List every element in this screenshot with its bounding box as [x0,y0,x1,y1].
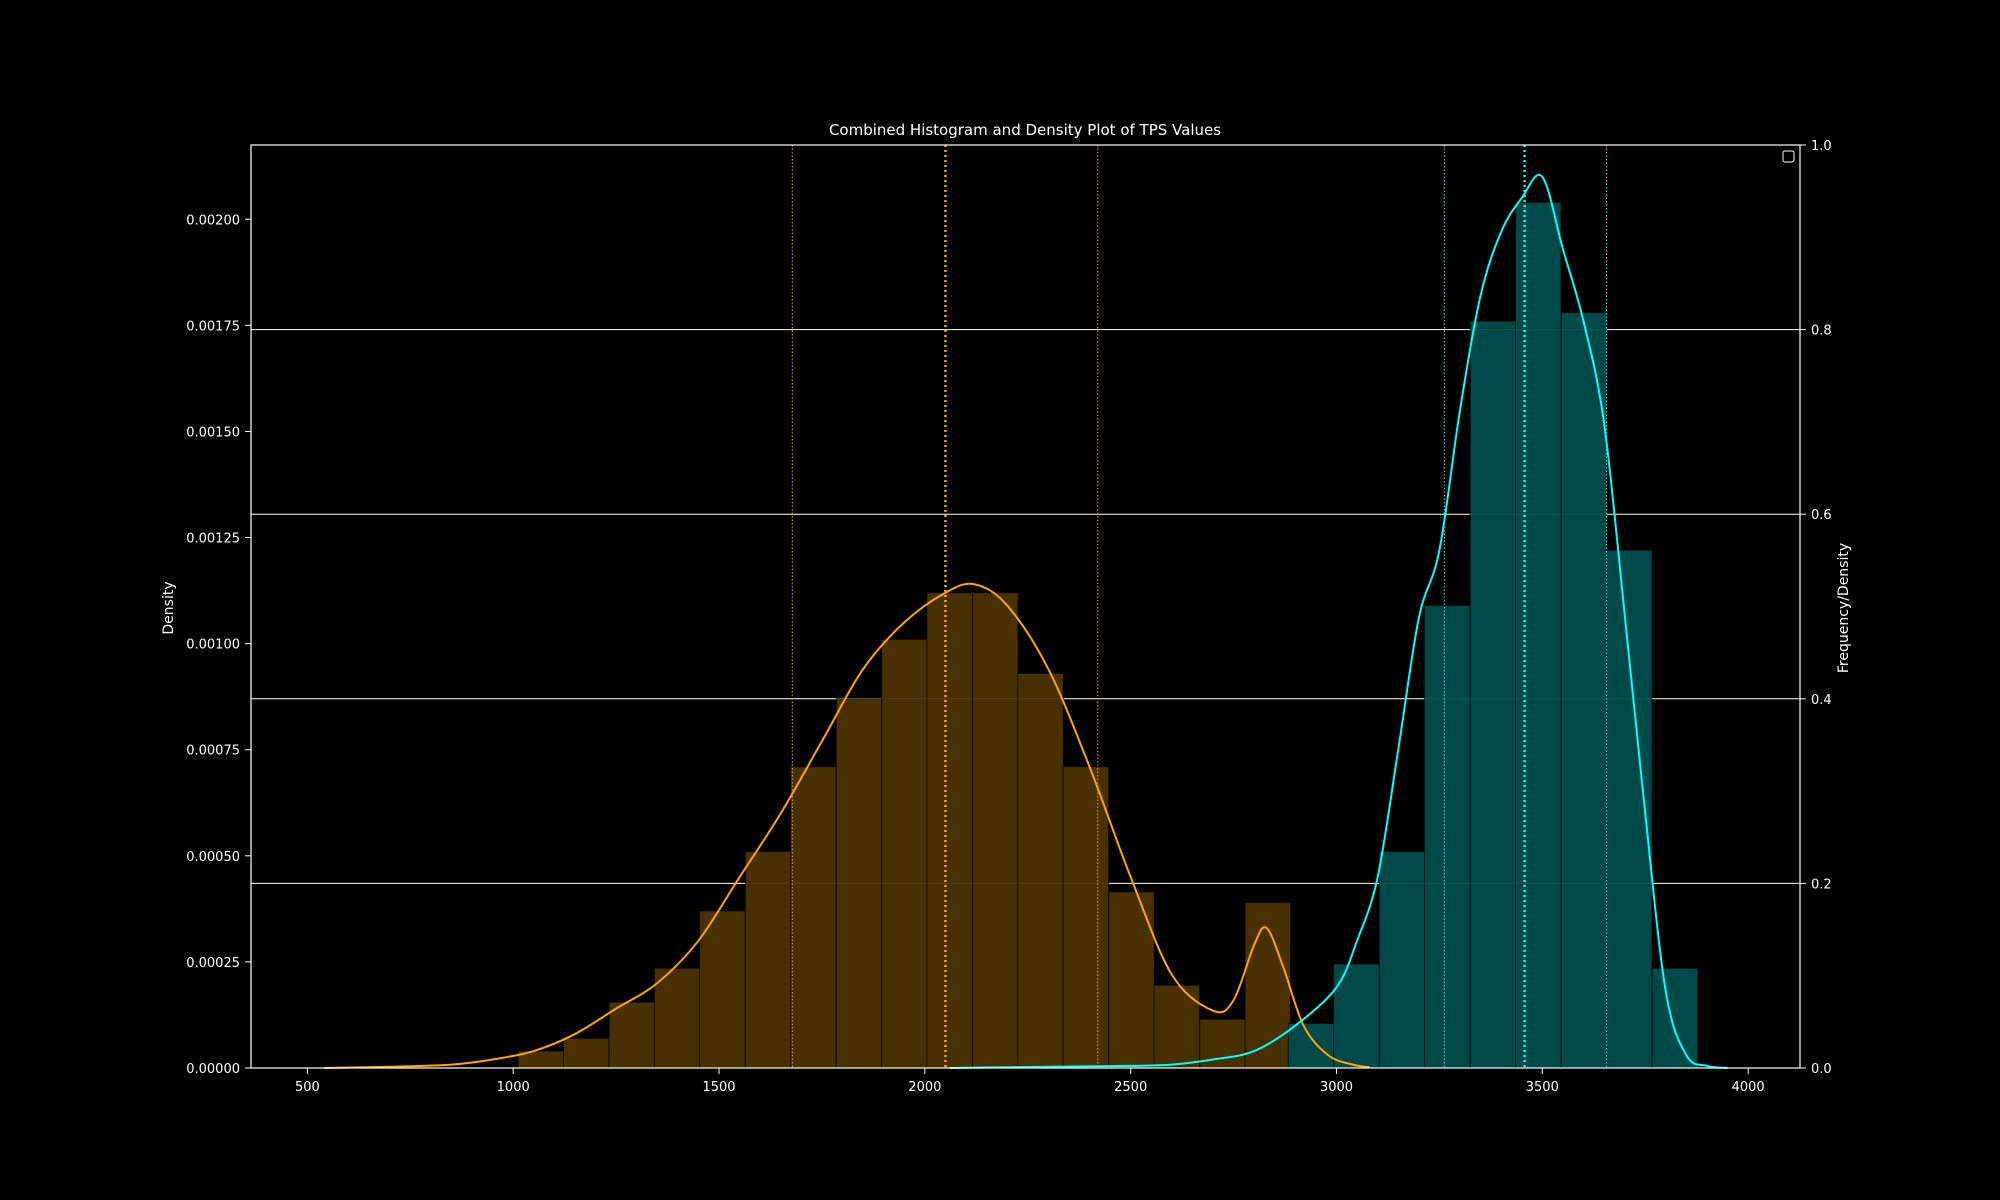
histogram-bar [1017,672,1064,1069]
histogram-bar [608,1001,656,1069]
x-tick-label: 1500 [702,1080,735,1095]
x-tick-label: 2000 [908,1080,941,1095]
y-tick-label-right: 0.6 [1811,508,1832,523]
histogram-bar [881,638,928,1069]
x-tick-label: 3000 [1320,1080,1353,1095]
histogram-bar [653,967,701,1069]
y-tick-label-left: 0.00175 [186,319,240,334]
histogram-bar [972,592,1019,1069]
x-tick-label: 500 [295,1080,320,1095]
y-tick-label-left: 0.00100 [186,638,240,653]
histogram-bar [1287,1022,1335,1069]
x-tick-label: 3500 [1526,1080,1559,1095]
y-tick-label-left: 0.00200 [186,213,240,228]
histogram-bar [744,851,792,1069]
y-tick-label-right: 0.8 [1811,324,1832,339]
density-curve [949,173,1728,1069]
histogram-bar [1469,320,1517,1069]
x-tick-label: 1000 [497,1080,530,1095]
histogram-bar [926,592,973,1069]
x-tick-label: 2500 [1114,1080,1147,1095]
x-tick-label: 4000 [1732,1080,1765,1095]
y-axis-label-left: Density [161,581,177,634]
density-curve [323,582,1370,1069]
y-tick-label-left: 0.00125 [186,532,240,547]
histogram-bar [1560,312,1608,1069]
y-tick-label-left: 0.00000 [186,1062,240,1077]
y-tick-label-right: 0.4 [1811,693,1832,708]
histogram-bar [1062,766,1110,1069]
y-tick-label-left: 0.00050 [186,850,240,865]
histogram-bar [1515,201,1562,1069]
histogram-bar [699,910,746,1069]
histogram-bar [562,1037,610,1069]
histogram-bar [835,698,883,1069]
y-tick-label-left: 0.00025 [186,956,240,971]
histogram-bar [790,766,837,1069]
y-tick-label-right: 0.0 [1811,1062,1832,1077]
histogram-bar [1651,967,1699,1069]
histogram-bar [1424,604,1471,1069]
y-tick-label-left: 0.00150 [186,425,240,440]
y-tick-label-right: 1.0 [1811,139,1832,154]
plot-frame [250,144,1801,1069]
chart-title: Combined Histogram and Density Plot of T… [829,121,1221,139]
y-tick-label-left: 0.00075 [186,744,240,759]
y-axis-label-right: Frequency/Density [1836,543,1852,673]
histogram-bar [1378,851,1426,1069]
legend-box [1782,150,1795,163]
y-tick-label-right: 0.2 [1811,877,1832,892]
